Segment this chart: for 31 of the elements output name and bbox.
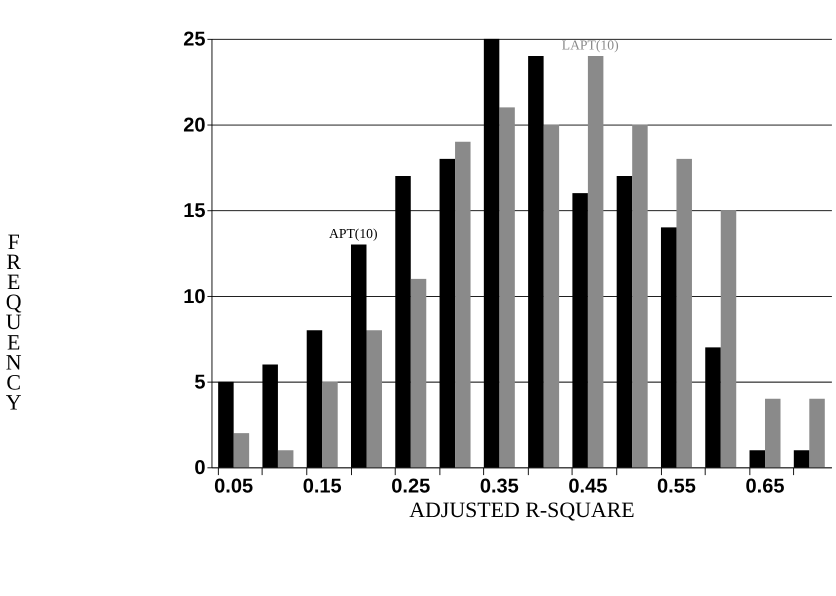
bar bbox=[720, 210, 736, 468]
x-axis-title: ADJUSTED R-SQUARE bbox=[409, 498, 635, 522]
bar bbox=[499, 107, 515, 468]
bar bbox=[588, 56, 604, 468]
y-tick-label: 0 bbox=[194, 457, 206, 480]
bar bbox=[366, 330, 382, 468]
bar bbox=[322, 382, 338, 468]
y-tick-label: 20 bbox=[183, 114, 206, 136]
bar bbox=[455, 142, 471, 468]
x-tick-label: 0.55 bbox=[656, 475, 696, 498]
bar bbox=[632, 124, 648, 468]
bar bbox=[676, 158, 692, 468]
x-tick-label: 0.35 bbox=[480, 475, 519, 498]
bar bbox=[234, 433, 250, 468]
bar bbox=[544, 124, 560, 468]
series-label: APT(10) bbox=[328, 226, 378, 242]
bar bbox=[809, 398, 825, 468]
x-tick-label: 0.25 bbox=[391, 475, 430, 498]
bar bbox=[278, 450, 294, 468]
series-label: LAPT(10) bbox=[562, 38, 619, 53]
y-tick-label: 10 bbox=[183, 286, 206, 308]
text: FREQUENCY bbox=[6, 230, 22, 414]
x-tick-label: 0.05 bbox=[214, 475, 254, 498]
y-tick-label: 25 bbox=[183, 28, 206, 51]
bar bbox=[410, 278, 426, 468]
x-tick-label: 0.45 bbox=[568, 475, 608, 498]
y-tick-label: 5 bbox=[194, 372, 206, 394]
x-tick-label: 0.15 bbox=[302, 475, 342, 498]
bar bbox=[765, 398, 781, 468]
y-tick-label: 15 bbox=[183, 200, 206, 222]
x-tick-label: 0.65 bbox=[746, 475, 785, 498]
